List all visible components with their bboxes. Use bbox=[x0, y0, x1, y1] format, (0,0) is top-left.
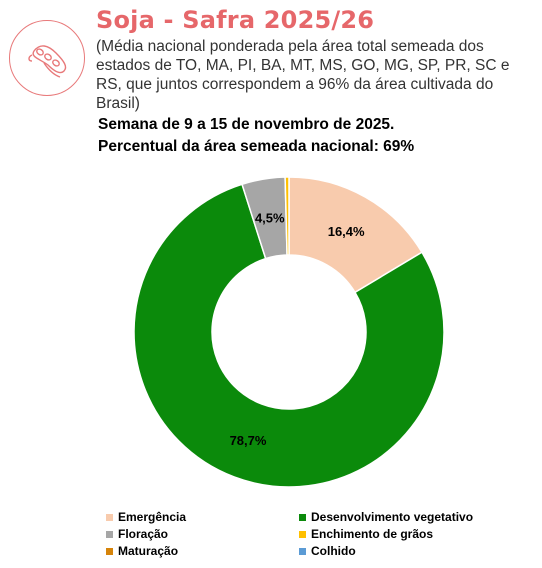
legend-swatch bbox=[106, 513, 113, 521]
legend-item: Emergência bbox=[106, 509, 299, 525]
data-label-1: 16,4% bbox=[328, 224, 365, 239]
legend-swatch bbox=[299, 547, 306, 555]
soybean-pod-icon bbox=[9, 20, 85, 96]
data-label-2: 78,7% bbox=[230, 433, 267, 448]
legend-label: Colhido bbox=[311, 544, 356, 558]
legend-swatch bbox=[299, 513, 306, 521]
slice-4 bbox=[284, 176, 290, 256]
chart-title: Soja - Safra 2025/26 bbox=[96, 6, 375, 34]
legend-label: Desenvolvimento vegetativo bbox=[311, 510, 474, 524]
legend-swatch bbox=[299, 530, 306, 538]
data-label-3: 4,5% bbox=[255, 211, 285, 226]
legend-label: Maturação bbox=[118, 544, 179, 558]
legend-item: Floração bbox=[106, 526, 299, 542]
legend-label: Emergência bbox=[118, 510, 187, 524]
sown-percent-label: Percentual da área semeada nacional: 69% bbox=[98, 138, 415, 155]
legend-item: Colhido bbox=[299, 543, 499, 559]
legend-label: Floração bbox=[118, 527, 169, 541]
chart-subtitle: (Média nacional ponderada pela área tota… bbox=[96, 38, 510, 112]
slice-1 bbox=[288, 176, 423, 294]
legend-swatch bbox=[106, 530, 113, 538]
week-label: Semana de 9 a 15 de novembro de 2025. bbox=[98, 116, 395, 133]
legend-swatch bbox=[106, 547, 113, 555]
chart-legend: Emergência Desenvolvimento vegetativo Flor… bbox=[106, 509, 506, 559]
legend-item: Enchimento de grãos bbox=[299, 526, 499, 542]
legend-item: Desenvolvimento vegetativo bbox=[299, 509, 499, 525]
slice-2 bbox=[133, 183, 445, 488]
donut-chart: 16,4% 78,7% 4,5% bbox=[133, 176, 445, 488]
legend-label: Enchimento de grãos bbox=[311, 527, 434, 541]
legend-item: Maturação bbox=[106, 543, 299, 559]
